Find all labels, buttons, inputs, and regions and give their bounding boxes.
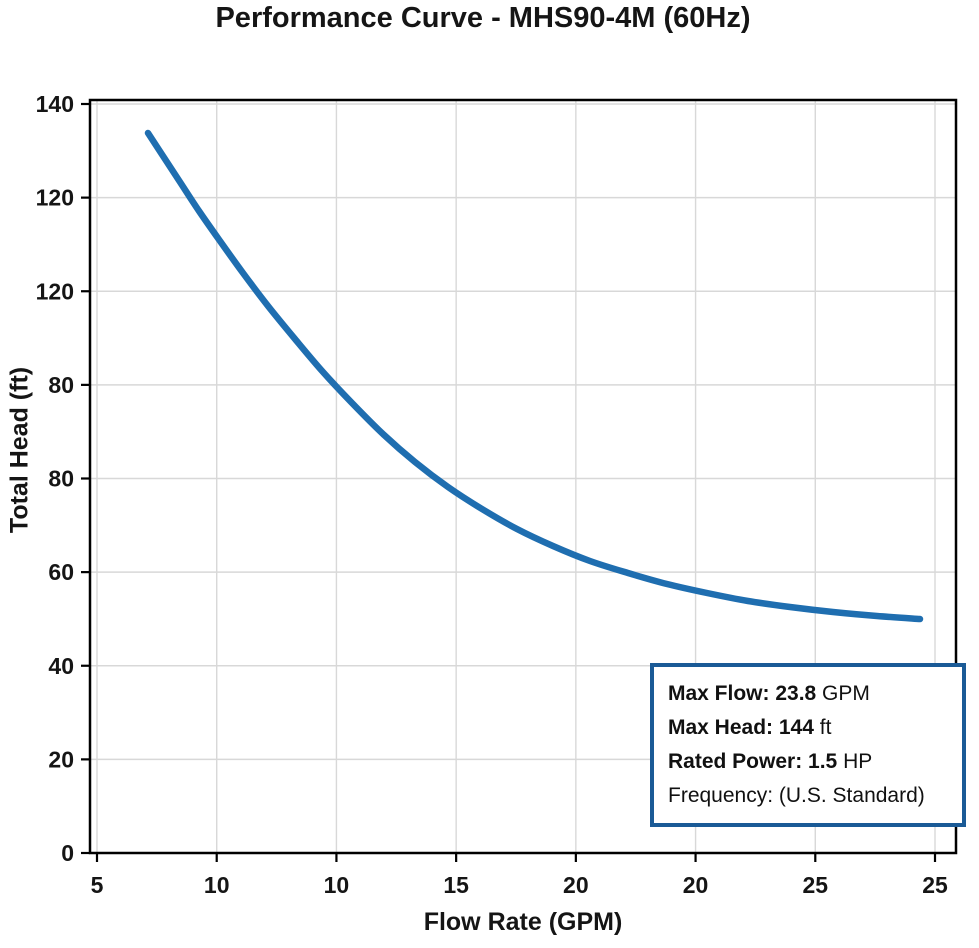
x-tick-label: 20 (563, 872, 589, 898)
y-tick-label: 0 (61, 840, 74, 866)
x-axis-label: Flow Rate (GPM) (423, 908, 623, 936)
x-tick-label: 20 (683, 872, 709, 898)
spec-line: Frequency: (U.S. Standard) (668, 779, 948, 813)
spec-line-bold: Max Head: 144 (668, 716, 814, 739)
spec-line-regular: GPM (816, 682, 870, 705)
spec-box: Max Flow: 23.8 GPM Max Head: 144 ft Rated … (650, 663, 966, 827)
x-tick-label: 25 (802, 872, 828, 898)
x-tick-label: 10 (324, 872, 350, 898)
x-tick-label: 15 (443, 872, 469, 898)
y-axis-label: Total Head (ft) (5, 366, 34, 534)
performance-curve (144, 129, 924, 623)
x-tick-label: 5 (91, 872, 104, 898)
spec-line: Rated Power: 1.5 HP (668, 745, 948, 779)
chart-title: Performance Curve - MHS90-4M (60Hz) (215, 2, 751, 34)
spec-line: Max Head: 144 ft (668, 711, 948, 745)
y-tick-label: 120 (36, 185, 74, 211)
y-tick-label: 120 (36, 278, 74, 304)
spec-line-regular: Frequency: (U.S. Standard) (668, 784, 925, 807)
y-tick-label: 140 (36, 91, 74, 117)
x-tick-label: 10 (204, 872, 230, 898)
y-tick-label: 40 (48, 653, 74, 679)
spec-line-bold: Max Flow: 23.8 (668, 682, 817, 705)
y-tick-label: 80 (48, 466, 74, 492)
y-tick-label: 80 (48, 372, 74, 398)
spec-line: Max Flow: 23.8 GPM (668, 677, 948, 711)
spec-line-bold: Rated Power: 1.5 (668, 750, 838, 773)
axis-frame (88, 98, 958, 855)
y-tick-label: 60 (48, 559, 74, 585)
spec-line-regular: ft (813, 716, 832, 739)
x-tick-label: 25 (922, 872, 948, 898)
y-tick-label: 20 (48, 746, 74, 772)
spec-line-regular: HP (837, 750, 873, 773)
